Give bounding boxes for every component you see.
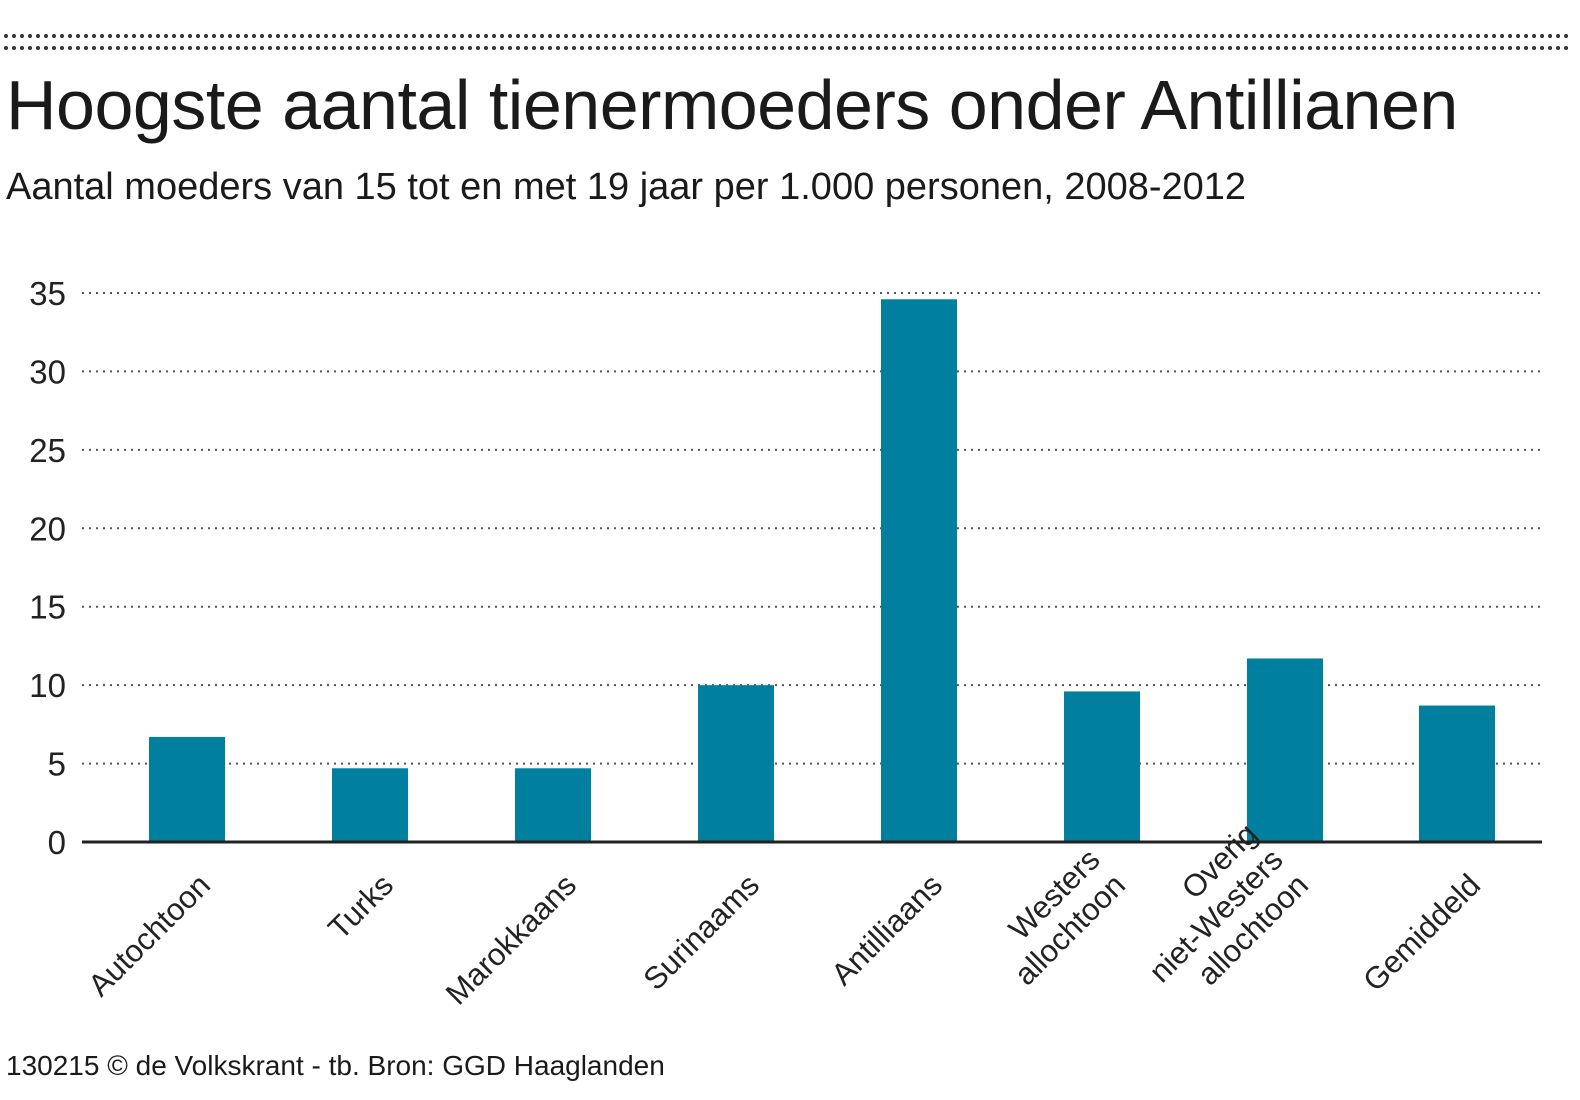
category-label-line: Autochtoon	[81, 867, 217, 1003]
category-label-line: Turks	[321, 867, 400, 946]
category-label-line: Antilliaans	[824, 867, 949, 992]
y-tick-label: 5	[48, 746, 66, 783]
bar	[881, 299, 957, 842]
category-label: Gemiddeld	[1356, 867, 1487, 998]
category-label: Turks	[321, 867, 400, 946]
bar	[1419, 705, 1495, 842]
y-tick-label: 10	[29, 667, 66, 704]
top-dotted-rule	[4, 34, 1570, 38]
category-label-line: Surinaams	[636, 867, 766, 997]
category-label-line: Marokkaans	[439, 867, 583, 1011]
bar	[698, 685, 774, 842]
y-tick-label: 25	[29, 432, 66, 469]
category-label: Autochtoon	[81, 867, 217, 1003]
gridlines	[82, 292, 1542, 765]
chart-subtitle: Aantal moeders van 15 tot en met 19 jaar…	[6, 166, 1247, 208]
bars	[149, 299, 1495, 842]
y-tick-label: 30	[29, 353, 66, 390]
chart-title: Hoogste aantal tienermoeders onder Antil…	[6, 66, 1458, 144]
bar	[1064, 691, 1140, 842]
category-label: Antilliaans	[824, 867, 949, 992]
category-label: Marokkaans	[439, 867, 583, 1011]
bar	[1247, 658, 1323, 842]
category-label-line: Gemiddeld	[1356, 867, 1487, 998]
y-axis-ticks: 0 5 10 15 20 25 30 35	[29, 275, 66, 861]
y-tick-label: 20	[29, 510, 66, 547]
source-credit: 130215 © de Volkskrant - tb. Bron: GGD H…	[6, 1050, 665, 1081]
y-tick-label: 35	[29, 275, 66, 312]
y-tick-label: 15	[29, 589, 66, 626]
bar	[515, 768, 591, 842]
y-tick-label: 0	[48, 824, 66, 861]
x-axis-labels: Autochtoon Turks Marokkaans Surinaams Antill…	[81, 816, 1487, 1011]
top-dotted-rule-2	[4, 46, 1570, 50]
bar	[332, 768, 408, 842]
category-label: Surinaams	[636, 867, 766, 997]
bar	[149, 736, 225, 842]
